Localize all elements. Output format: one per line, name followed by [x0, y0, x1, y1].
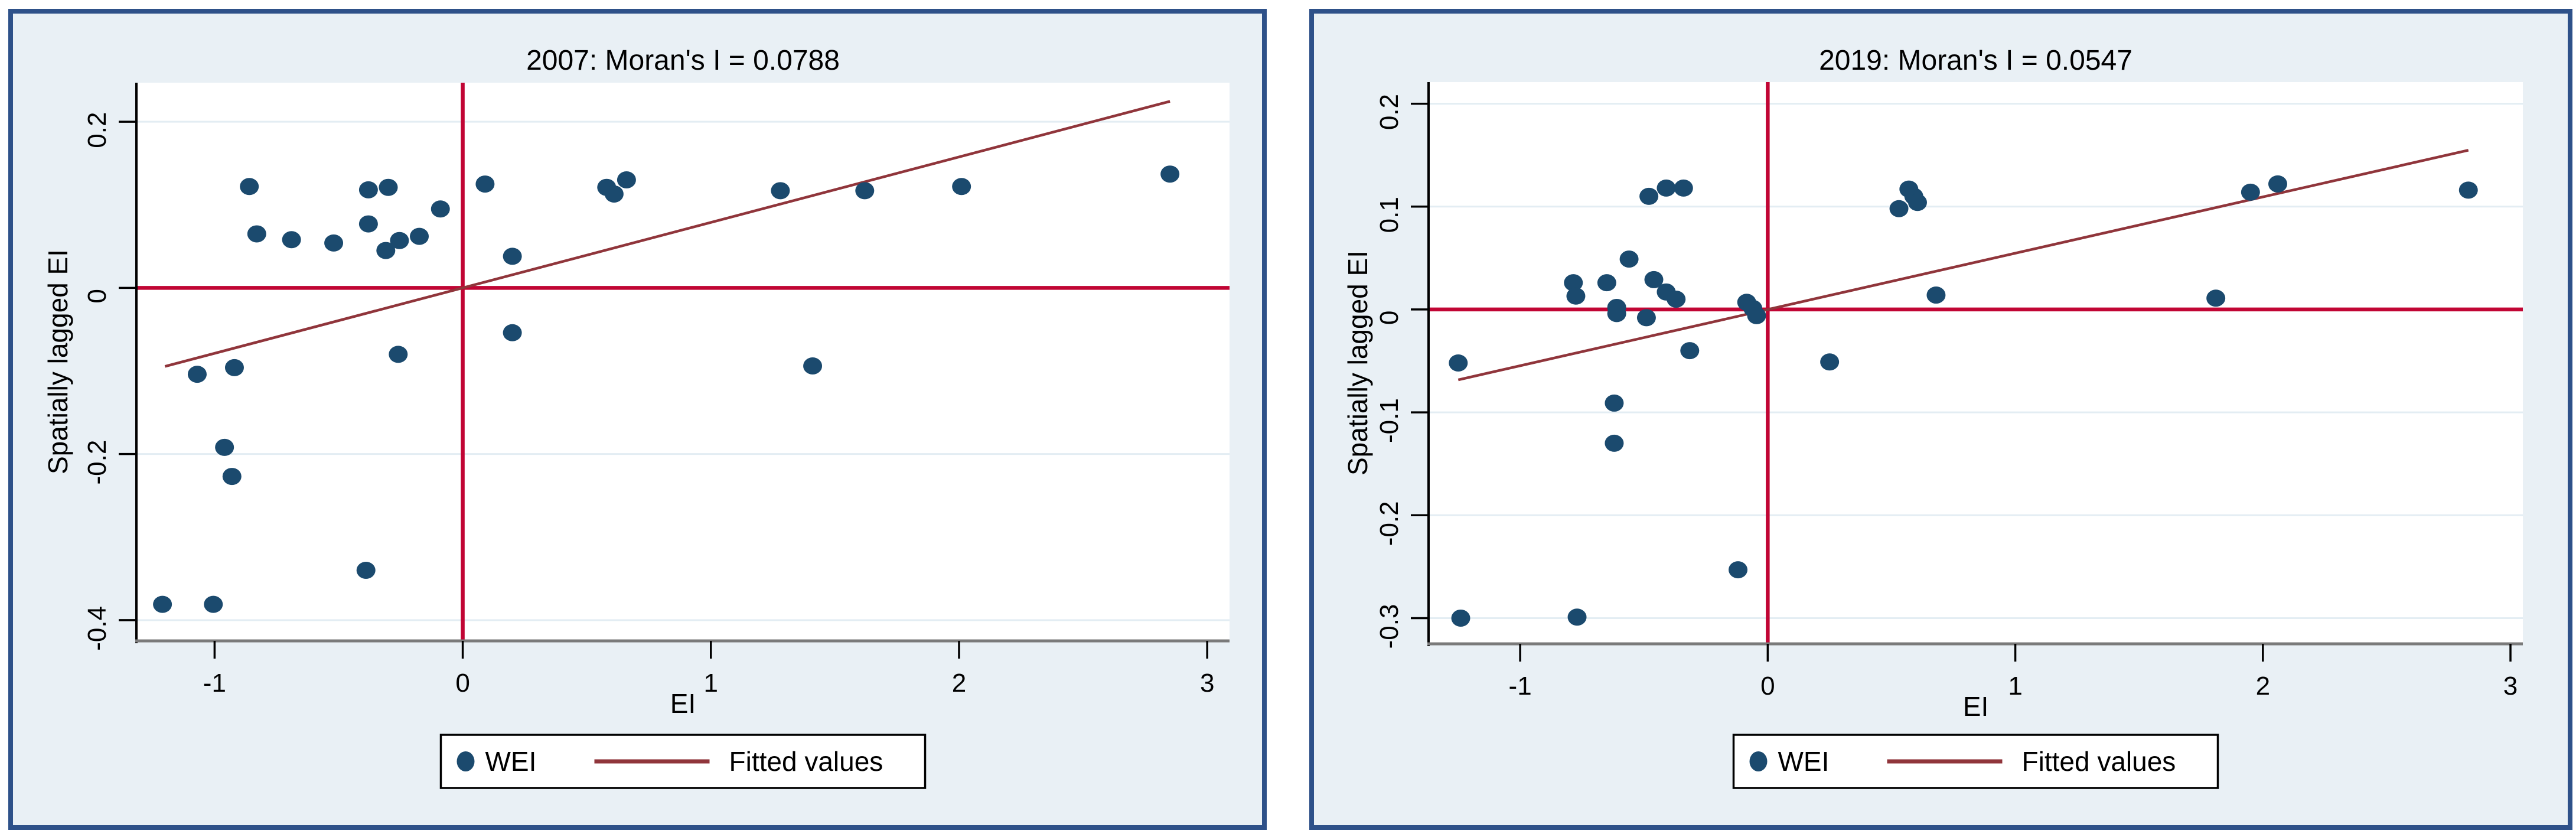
- data-point: [503, 247, 522, 265]
- data-point: [356, 561, 376, 579]
- data-point: [410, 227, 429, 245]
- legend-label-wei: WEI: [485, 746, 537, 777]
- y-axis-label: Spatially lagged EI: [1342, 250, 1373, 476]
- x-tick-label: 2: [2256, 672, 2270, 701]
- data-point: [1605, 394, 1624, 412]
- x-axis-label: EI: [670, 688, 696, 719]
- data-point: [1820, 353, 1840, 371]
- data-point: [1674, 179, 1693, 197]
- data-point: [1926, 286, 1946, 304]
- data-point: [1160, 165, 1180, 183]
- plot-area: [1429, 82, 2523, 644]
- data-point: [222, 468, 242, 486]
- data-point: [187, 366, 207, 383]
- data-point: [855, 182, 875, 200]
- data-point: [358, 215, 378, 233]
- scatter-plot-2019: 0.2 0.1 0 -0.1 -0.2 -0.3 -1 0 1 2 3 2019: Moran's I…: [1342, 45, 2523, 789]
- data-point: [1567, 608, 1587, 626]
- data-point: [1607, 305, 1626, 323]
- y-tick-label: -0.4: [83, 606, 112, 651]
- x-tick-label: 1: [704, 669, 718, 698]
- data-point: [240, 178, 259, 196]
- data-point: [389, 346, 408, 363]
- data-point: [390, 232, 409, 249]
- data-point: [1449, 354, 1468, 372]
- data-point: [1619, 250, 1639, 268]
- data-point: [1747, 307, 1766, 324]
- data-point: [282, 231, 301, 249]
- data-point: [1644, 271, 1664, 288]
- data-point: [324, 234, 344, 252]
- legend-label-fitted: Fitted values: [2022, 746, 2176, 777]
- y-tick-label: -0.2: [1375, 501, 1404, 546]
- data-point: [1636, 309, 1656, 327]
- data-point: [1605, 434, 1624, 452]
- legend-marker-wei: [1749, 751, 1768, 771]
- data-point: [1451, 609, 1470, 627]
- legend-label-wei: WEI: [1778, 746, 1830, 777]
- data-point: [1566, 287, 1586, 305]
- data-point: [475, 175, 495, 193]
- legend-marker-wei: [456, 751, 475, 771]
- data-point: [1889, 200, 1909, 217]
- data-point: [1657, 179, 1676, 197]
- y-tick-label: 0.2: [1375, 94, 1404, 130]
- y-tick-label: -0.1: [1375, 398, 1404, 443]
- y-tick-label: -0.3: [1375, 604, 1404, 649]
- data-point: [2206, 289, 2226, 307]
- fitted-values-line: [1457, 149, 2469, 382]
- data-point: [1639, 187, 1659, 205]
- y-axis-label: Spatially lagged EI: [43, 249, 73, 474]
- x-tick-label: 3: [2503, 672, 2518, 701]
- scatter-plot-2007: 0.2 0 -0.2 -0.4 -1 0 1 2 3 2007: Moran's I = 0.07…: [43, 45, 1230, 789]
- data-point: [2241, 183, 2260, 201]
- data-point: [952, 178, 971, 196]
- data-point: [803, 357, 823, 375]
- legend-label-fitted: Fitted values: [729, 746, 883, 777]
- data-point: [224, 359, 244, 376]
- x-tick-label: 1: [2008, 672, 2022, 701]
- data-point: [771, 182, 790, 200]
- y-tick-label: 0.1: [1375, 197, 1404, 233]
- x-tick-label: -1: [1509, 672, 1532, 701]
- y-tick-label: 0: [1375, 311, 1404, 325]
- data-point: [2268, 175, 2287, 193]
- data-point: [247, 225, 266, 243]
- y-tick-label: 0.2: [83, 112, 112, 148]
- data-point: [153, 595, 172, 613]
- plot-title: 2007: Moran's I = 0.0788: [526, 45, 840, 76]
- x-tick-label: 2: [952, 669, 966, 698]
- data-point: [376, 242, 396, 259]
- data-point: [1729, 561, 1748, 579]
- y-tick-label: 0: [83, 289, 112, 303]
- plot-area: [136, 83, 1230, 641]
- y-tick-label: -0.2: [83, 440, 112, 485]
- data-point: [1564, 274, 1583, 292]
- fitted-values-line: [164, 100, 1170, 368]
- data-point: [379, 178, 398, 196]
- x-tick-label: 0: [455, 669, 469, 698]
- x-axis-label: EI: [1963, 691, 1988, 722]
- data-point: [1907, 194, 1927, 211]
- x-tick-label: 3: [1200, 669, 1214, 698]
- data-point: [215, 438, 234, 456]
- data-point: [431, 200, 450, 218]
- x-tick-label: -1: [203, 669, 226, 698]
- data-point: [1680, 342, 1700, 360]
- plot-title: 2019: Moran's I = 0.0547: [1819, 45, 2132, 76]
- data-point: [604, 185, 624, 203]
- figure-moran-2007: 0.2 0 -0.2 -0.4 -1 0 1 2 3 2007: Moran's I = 0.07…: [8, 9, 1267, 830]
- data-point: [358, 181, 378, 198]
- data-point: [204, 595, 223, 613]
- figure-moran-2019: 0.2 0.1 0 -0.1 -0.2 -0.3 -1 0 1 2 3 2019: Moran's I…: [1309, 9, 2572, 830]
- data-point: [2458, 181, 2478, 199]
- x-tick-label: 0: [1760, 672, 1775, 701]
- data-point: [503, 324, 522, 341]
- data-point: [1667, 291, 1686, 308]
- data-point: [1597, 274, 1616, 292]
- data-point: [617, 171, 636, 189]
